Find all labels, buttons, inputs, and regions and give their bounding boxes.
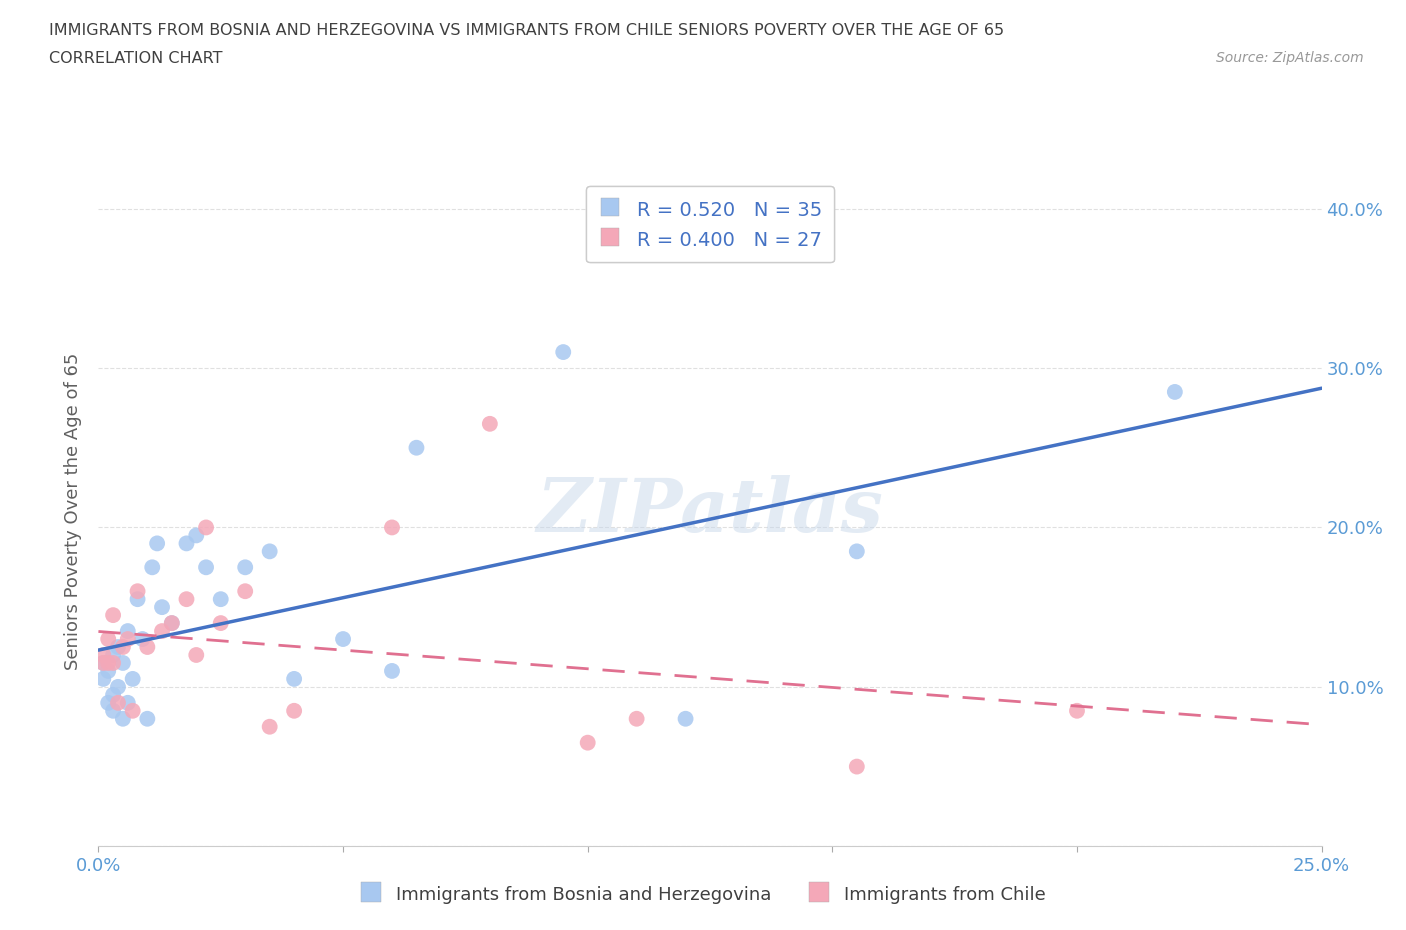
Point <box>136 640 159 655</box>
Point <box>107 680 129 695</box>
Point <box>141 560 163 575</box>
Point <box>107 640 129 655</box>
Text: IMMIGRANTS FROM BOSNIA AND HERZEGOVINA VS IMMIGRANTS FROM CHILE SENIORS POVERTY : IMMIGRANTS FROM BOSNIA AND HERZEGOVINA V… <box>49 23 1004 38</box>
Point <box>195 520 218 535</box>
Legend: R = 0.520   N = 35, R = 0.400   N = 27: R = 0.520 N = 35, R = 0.400 N = 27 <box>586 186 834 262</box>
Point <box>259 544 281 559</box>
Point <box>127 584 149 599</box>
Point <box>478 417 501 432</box>
Point <box>1066 703 1088 718</box>
Point <box>209 616 232 631</box>
Point <box>186 647 208 662</box>
Point <box>259 719 281 734</box>
Point <box>845 544 868 559</box>
Point <box>176 536 198 551</box>
Point <box>381 663 404 678</box>
Point <box>283 703 305 718</box>
Point <box>576 736 599 751</box>
Point <box>107 696 129 711</box>
Point <box>91 647 114 662</box>
Point <box>381 520 404 535</box>
Point <box>111 640 134 655</box>
Point <box>101 656 124 671</box>
Point <box>121 703 143 718</box>
Point <box>150 600 173 615</box>
Point <box>91 656 114 671</box>
Point <box>160 616 183 631</box>
Point <box>97 663 120 678</box>
Legend: Immigrants from Bosnia and Herzegovina, Immigrants from Chile: Immigrants from Bosnia and Herzegovina, … <box>353 876 1053 911</box>
Point <box>186 528 208 543</box>
Y-axis label: Seniors Poverty Over the Age of 65: Seniors Poverty Over the Age of 65 <box>65 352 83 671</box>
Point <box>121 671 143 686</box>
Point <box>111 711 134 726</box>
Point <box>233 584 256 599</box>
Point <box>117 696 139 711</box>
Text: ZIPatlas: ZIPatlas <box>537 475 883 548</box>
Point <box>101 607 124 622</box>
Point <box>160 616 183 631</box>
Point <box>405 440 427 455</box>
Point <box>101 687 124 702</box>
Point <box>1164 384 1187 399</box>
Point <box>845 759 868 774</box>
Point <box>117 624 139 639</box>
Point <box>117 631 139 646</box>
Point <box>150 624 173 639</box>
Point <box>675 711 697 726</box>
Point <box>332 631 354 646</box>
Point <box>127 591 149 606</box>
Point <box>97 656 120 671</box>
Point <box>91 656 114 671</box>
Text: Source: ZipAtlas.com: Source: ZipAtlas.com <box>1216 51 1364 65</box>
Point <box>136 711 159 726</box>
Point <box>553 345 575 360</box>
Point <box>111 656 134 671</box>
Point <box>101 647 124 662</box>
Point <box>131 631 153 646</box>
Point <box>209 591 232 606</box>
Point <box>97 696 120 711</box>
Point <box>91 671 114 686</box>
Point <box>97 631 120 646</box>
Text: CORRELATION CHART: CORRELATION CHART <box>49 51 222 66</box>
Point <box>146 536 169 551</box>
Point <box>176 591 198 606</box>
Point <box>626 711 648 726</box>
Point <box>101 703 124 718</box>
Point <box>283 671 305 686</box>
Point <box>233 560 256 575</box>
Point <box>195 560 218 575</box>
